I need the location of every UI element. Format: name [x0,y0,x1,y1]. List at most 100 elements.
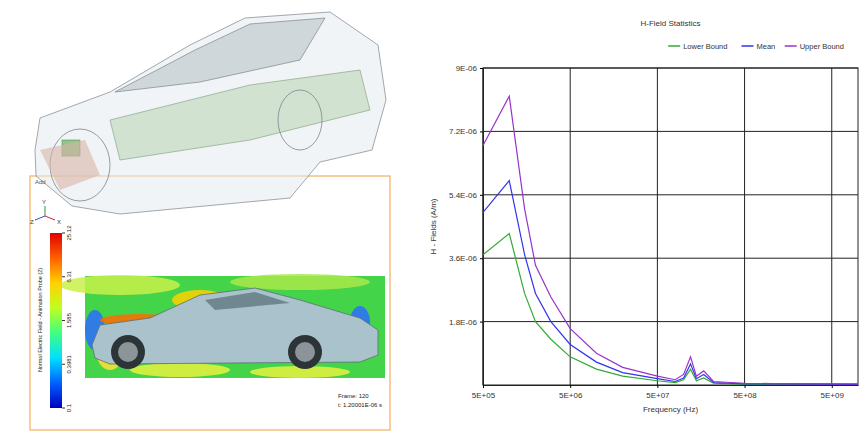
y-axis-line [483,69,484,386]
grid-line-x [831,68,832,385]
axis-triad: Z Y X [30,199,61,225]
legend-item: Lower Bound [668,42,727,51]
colorbar-tick [62,408,65,409]
grid-line-x [744,68,745,385]
car-floor [110,70,370,160]
car-wheel [278,90,322,150]
y-tick-label: 9E-06 [456,64,478,73]
field-blob [60,275,180,295]
legend-swatch [668,45,680,47]
grid-line-x [570,68,571,385]
y-tick: 3.6E-06 [449,254,483,263]
triad-axis [45,216,55,220]
x-tick-label: 5E+09 [821,391,845,400]
legend-item: Mean [742,42,776,51]
colorbar-tick-label: 1.585 [66,312,72,328]
wheel [288,335,322,369]
y-axis: 1.8E-06 3.6E-06 5.4E-06 7.2E-06 9E-06 [449,64,484,385]
colorbar-tick-label: 25.12 [66,225,72,241]
field-blob [130,363,230,377]
car-window [205,292,290,310]
car-wireframe [35,12,386,214]
x-tick: 5E+09 [821,385,845,400]
plot-frame [483,68,858,385]
x-tick-mark [745,385,746,388]
x-tick: 5E+07 [646,385,670,400]
legend-label: Upper Bound [800,42,844,51]
y-tick-mark [480,322,483,323]
car-body [35,12,386,214]
x-tick-label: 5E+05 [472,391,496,400]
grid-line-y [483,131,858,132]
legend: Lower Bound Mean Upper Bound [668,42,844,51]
series-line [483,96,858,384]
y-tick-mark [480,68,483,69]
x-tick-mark [832,385,833,388]
colorbar-tick [62,276,65,277]
y-tick-label: 7.2E-06 [449,127,478,136]
triad-axis [45,206,46,216]
wheel-rim [118,342,138,362]
x-axis-title: Frequency (Hz) [643,405,698,414]
triad-label: Z [30,219,34,225]
legend-item: Upper Bound [785,42,844,51]
frame-label: Frame: 120 [338,393,369,399]
tab-label: Add [35,179,46,185]
wheel-rim [295,342,315,362]
colorbar-tick-label: 6.31 [66,270,72,282]
y-tick: 1.8E-06 [449,318,483,327]
y-axis-title: H - Fields (A/m) [429,198,438,254]
colorbar-title: Normal Electric Field - Animation Probe … [37,268,43,372]
series-lines [483,96,858,384]
colorbar [50,233,62,408]
field-image [60,274,385,378]
y-tick-label: 3.6E-06 [449,254,478,263]
grid [483,68,858,385]
page: 25.12 6.31 1.585 0.3981 0.1 Z Y X Add Normal Elec… [0,0,865,434]
y-tick-mark [480,258,483,259]
x-axis-line [484,385,859,386]
triad-label: X [57,219,61,225]
y-tick-mark [480,195,483,196]
colorbar-tick-label: 0.3981 [66,354,72,373]
field-panel: 25.12 6.31 1.585 0.3981 0.1 [30,176,390,430]
y-tick: 5.4E-06 [449,191,483,200]
series-line [483,234,858,385]
triad-label: Y [42,199,46,205]
grid-line-y [483,194,858,195]
series-line [483,181,858,385]
chart: 5E+05 5E+06 5E+07 5E+08 5E+09 1.8E-06 3.6E-06 5… [429,19,859,414]
y-tick-label: 1.8E-06 [449,318,478,327]
x-tick-mark [570,385,571,388]
grid-line-x [657,68,658,385]
y-tick: 7.2E-06 [449,127,483,136]
x-tick-label: 5E+08 [733,391,757,400]
x-tick: 5E+06 [559,385,583,400]
legend-swatch [785,45,797,47]
chart-title: H-Field Statistics [640,19,700,28]
colorbar-tick-label: 0.1 [66,403,72,412]
legend-label: Mean [757,42,776,51]
y-tick-label: 5.4E-06 [449,191,478,200]
y-tick: 9E-06 [456,64,483,73]
x-tick-label: 5E+06 [559,391,583,400]
colorbar-tick [62,364,65,365]
car-profile [92,288,378,364]
legend-swatch [742,45,754,47]
x-tick-label: 5E+07 [646,391,670,400]
panel-frame [30,176,390,430]
wheel [111,335,145,369]
triad-axis [35,216,45,220]
x-tick: 5E+08 [733,385,757,400]
grid-line-y [483,258,858,259]
time-label: t: 1.20001E-06 s [338,402,382,408]
x-axis: 5E+05 5E+06 5E+07 5E+08 5E+09 [472,385,859,400]
colorbar-tick [62,233,65,234]
car-front [40,140,100,190]
legend-label: Lower Bound [683,42,727,51]
grid-line-y [483,321,858,322]
x-tick: 5E+05 [472,385,496,400]
field-blob [230,274,370,290]
x-tick-mark [657,385,658,388]
colorbar-tick [62,320,65,321]
